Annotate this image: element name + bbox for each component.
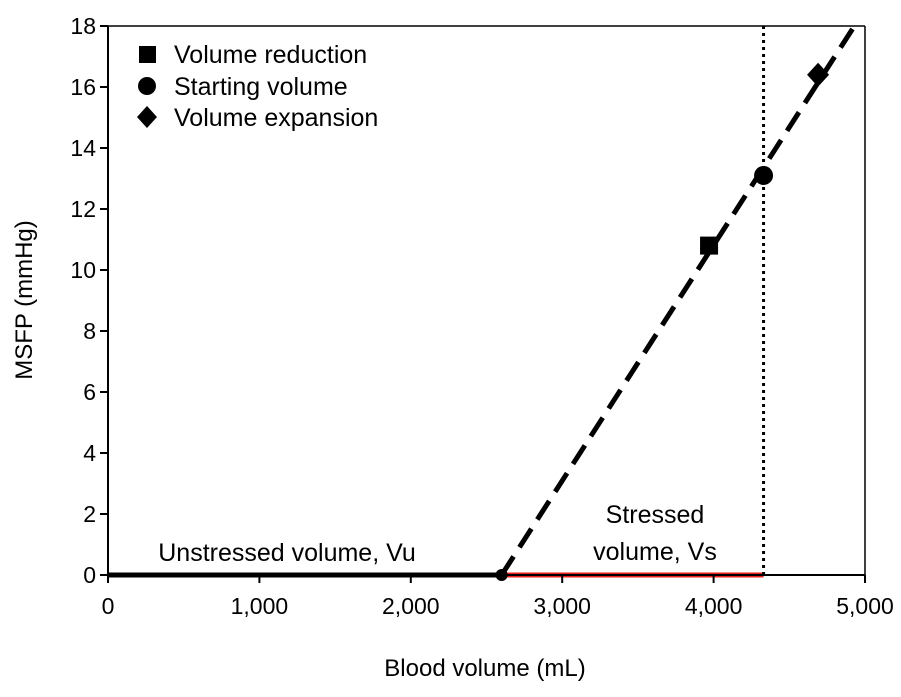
y-tick-label: 14: [70, 135, 96, 161]
msfp-regression-line: [499, 26, 857, 577]
x-tick-label: 3,000: [533, 593, 591, 619]
x-tick-label: 4,000: [685, 593, 743, 619]
volume-expansion-marker: [807, 62, 830, 87]
axes: [107, 25, 866, 576]
x-tick-label: 2,000: [382, 593, 440, 619]
y-tick-label: 18: [70, 13, 96, 39]
y-tick-label: 16: [70, 74, 96, 100]
y-tick-label: 6: [83, 379, 96, 405]
legend-label-starting-volume: Starting volume: [174, 73, 348, 101]
y-axis-title: MSFP (mmHg): [11, 220, 38, 380]
plot-markers: [495, 62, 830, 581]
y-tick-label: 8: [83, 318, 96, 344]
legend-circle-icon: [138, 77, 156, 95]
annotation-stressed-line2: volume, Vs: [593, 538, 717, 566]
y-tick-label: 10: [70, 257, 96, 283]
x-tick-label: 1,000: [231, 593, 289, 619]
y-tick-label: 12: [70, 196, 96, 222]
ticks: 0 1,000 2,000 3,000 4,000 5,000 0 2 4 6 8 10 12 14 16 1…: [70, 13, 893, 619]
x-axis-title: Blood volume (mL): [384, 655, 585, 682]
volume-reduction-marker: [700, 236, 719, 255]
y-tick-label: 4: [83, 440, 96, 466]
x-tick-label: 5,000: [836, 593, 894, 619]
annotation-unstressed: Unstressed volume, Vu: [158, 539, 416, 567]
legend-label-volume-expansion: Volume expansion: [174, 104, 378, 132]
legend-square-icon: [139, 46, 156, 63]
annotation-stressed-line1: Stressed: [606, 501, 705, 529]
starting-volume-marker: [754, 165, 774, 185]
y-tick-label: 0: [83, 562, 96, 588]
x-tick-label: 0: [102, 593, 115, 619]
legend-diamond-icon: [137, 106, 157, 128]
legend-label-volume-reduction: Volume reduction: [174, 41, 367, 69]
y-tick-label: 2: [83, 501, 96, 527]
legend: Volume reduction Starting volume Volume …: [137, 41, 378, 132]
